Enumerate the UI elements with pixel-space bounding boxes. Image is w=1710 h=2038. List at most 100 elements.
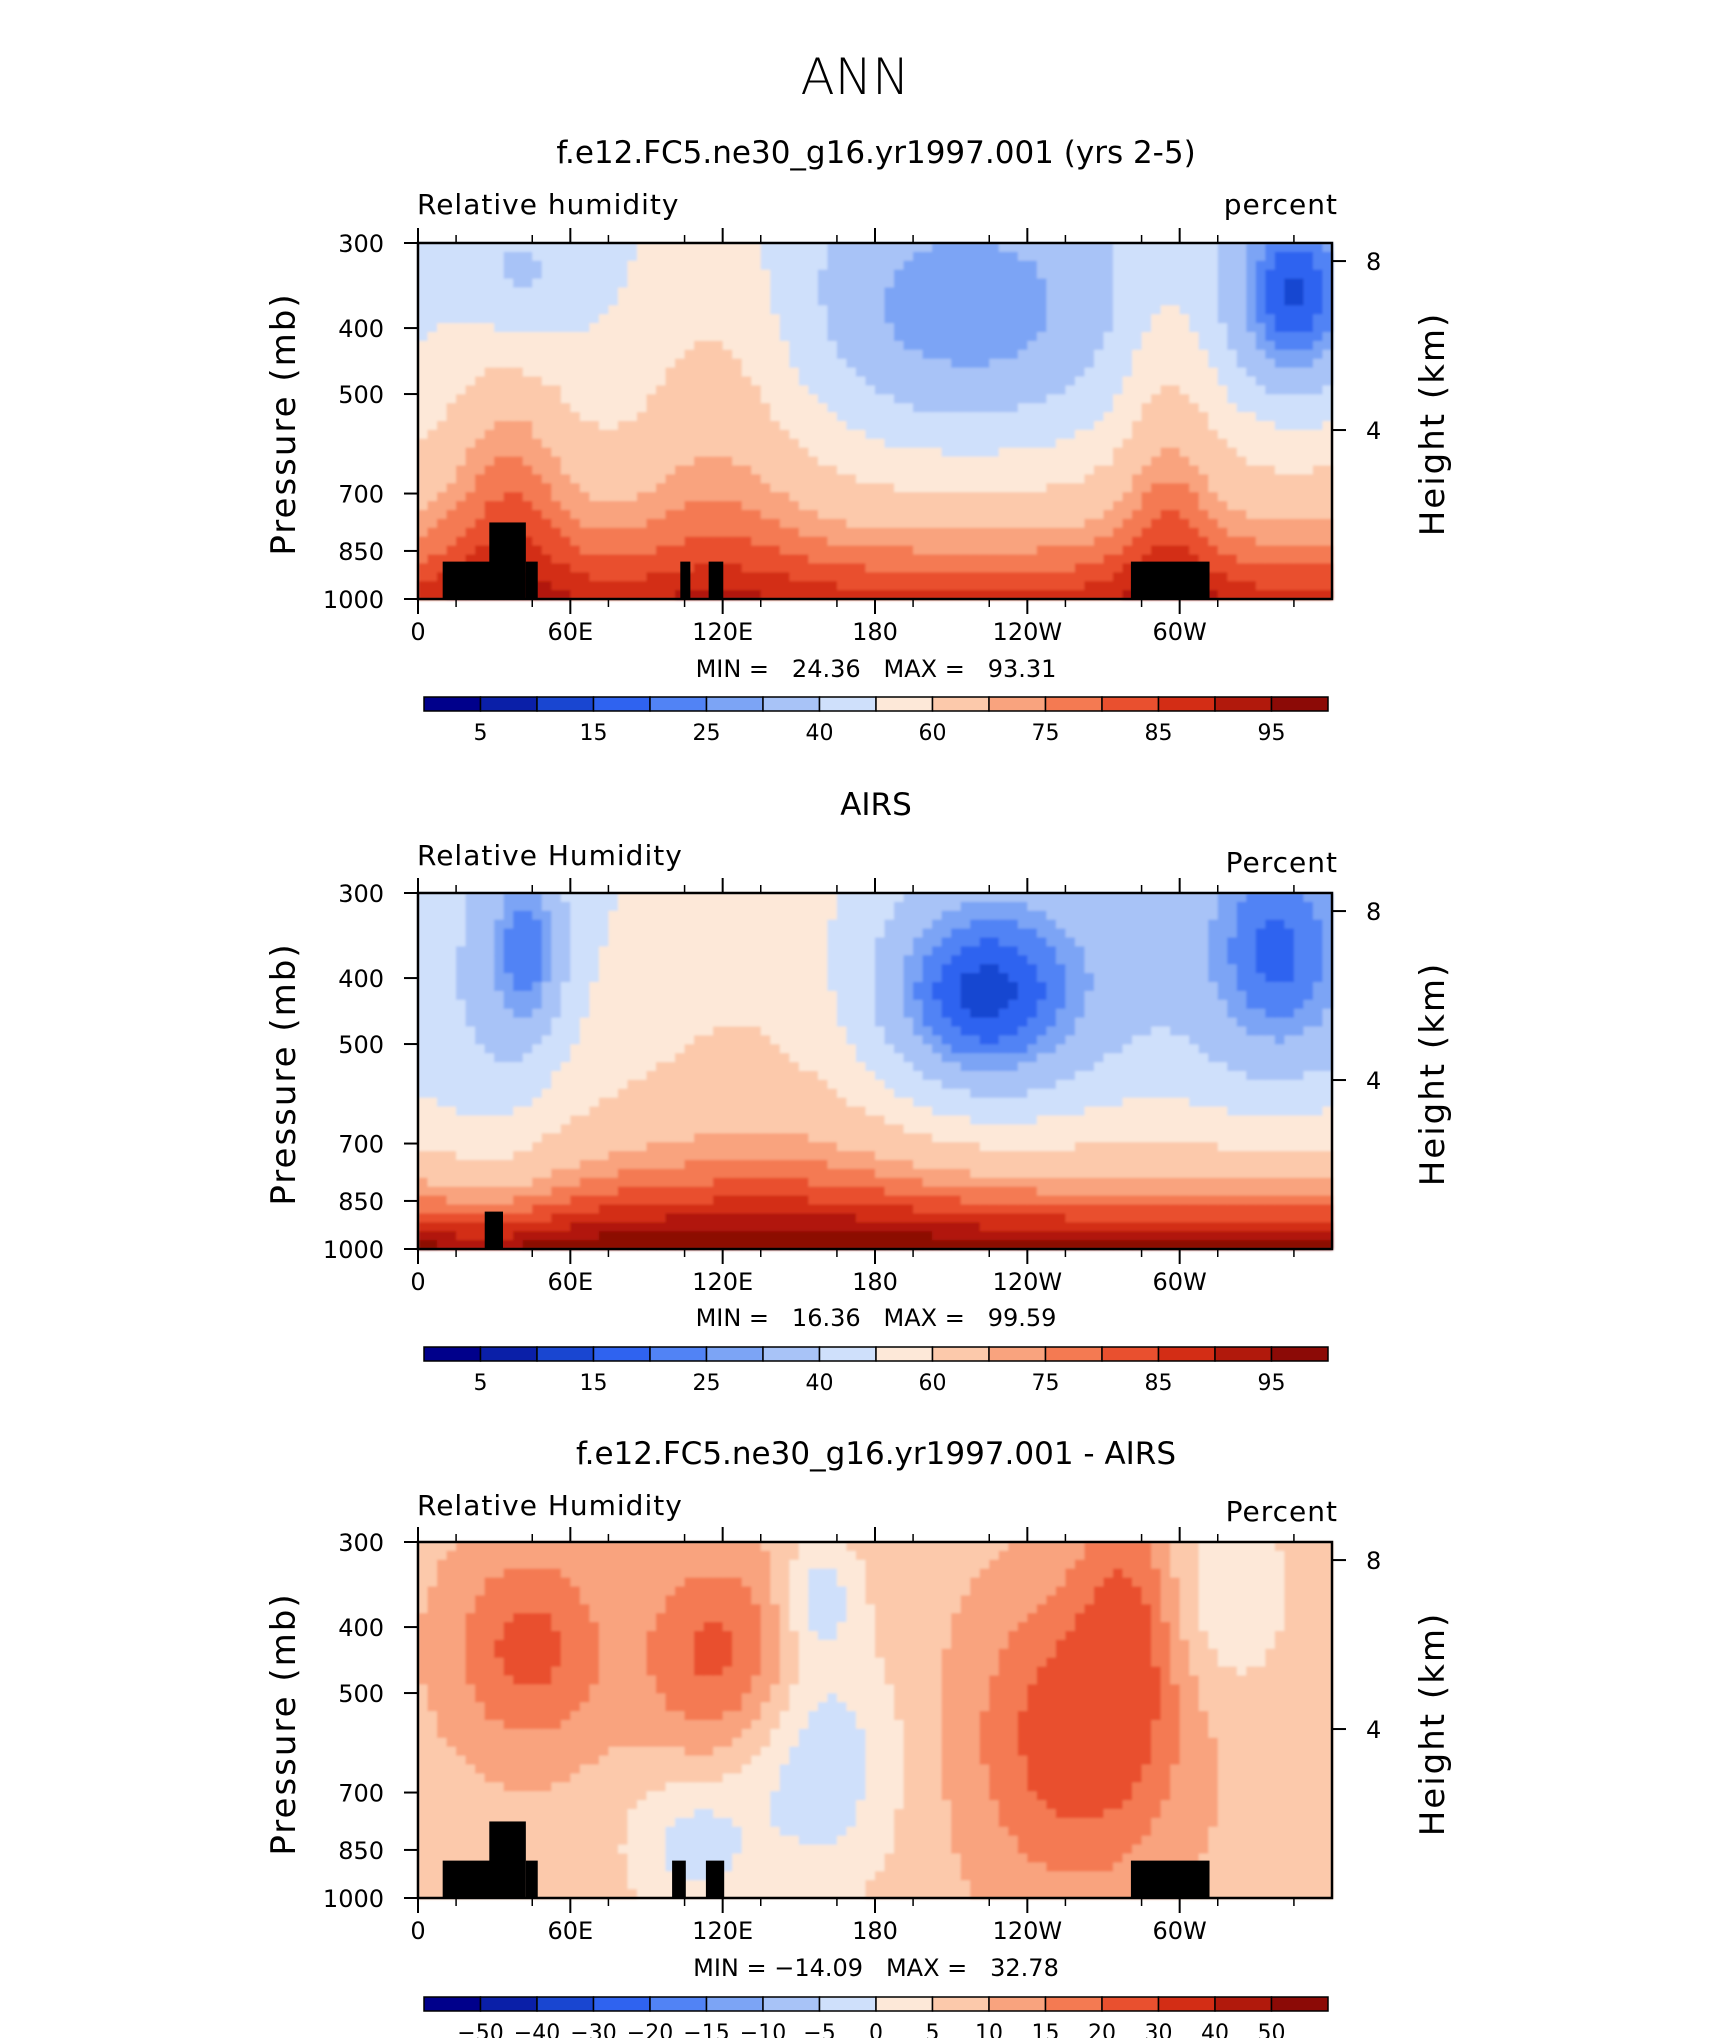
contour-cell [1284,536,1295,547]
contour-cell [913,474,924,485]
contour-cell [541,510,553,520]
contour-cell [446,287,457,298]
contour-cell [522,394,534,404]
contour-cell [636,385,648,396]
contour-cell [913,412,924,422]
contour-cell [675,518,686,529]
contour-cell [1113,323,1124,333]
contour-cell [884,349,895,360]
contour-cell [589,1115,600,1126]
contour-cell [798,269,810,280]
contour-cell [855,287,867,298]
contour-cell [551,990,562,1001]
contour-cell [951,278,962,289]
contour-cell [1170,278,1181,289]
contour-cell [589,483,600,493]
contour-cell [989,421,1000,431]
contour-cell [779,367,791,378]
contour-cell [475,269,486,280]
contour-cell [913,545,924,556]
contour-cell [1113,527,1124,538]
contour-cell [503,1106,515,1117]
contour-cell [703,376,714,387]
contour-cell [522,1079,534,1090]
contour-cell [418,964,429,974]
contour-cell [951,260,962,271]
contour-cell [579,955,591,965]
contour-cell [437,1168,448,1179]
contour-cell [1036,474,1048,485]
contour-cell [427,243,438,253]
contour-cell [1074,554,1086,565]
contour-cell [722,305,733,315]
contour-cell [817,243,829,253]
contour-cell [456,1026,467,1037]
contour-cell [1198,429,1210,440]
contour-cell [1046,394,1057,404]
contour-cell [484,1124,495,1135]
contour-cell [789,581,800,591]
contour-cell [998,243,1010,253]
contour-cell [1074,536,1086,547]
contour-cell [475,1026,486,1037]
contour-cell [1093,465,1105,476]
contour-cell [532,385,543,396]
contour-cell [1093,296,1105,307]
contour-cell [427,421,438,431]
contour-cell [503,376,515,387]
contour-cell [570,278,581,289]
contour-cell [798,412,810,422]
contour-cell [770,465,781,476]
contour-cell [913,536,924,547]
contour-cell [1027,474,1038,485]
contour-cell [817,385,829,396]
contour-cell [465,340,476,351]
contour-cell [627,973,638,983]
contour-cell [1284,305,1295,315]
contour-cell [608,323,619,333]
contour-cell [494,1168,505,1179]
contour-cell [636,340,648,351]
contour-cell [656,1017,667,1028]
contour-cell [636,919,648,930]
contour-cell [1122,269,1133,280]
contour-cell [465,243,476,253]
contour-cell [694,394,705,404]
contour-cell [1027,492,1038,502]
contour-cell [1074,527,1086,538]
contour-cell [970,536,981,547]
contour-cell [598,1240,610,1250]
contour-cell [808,518,819,529]
contour-cell [656,937,667,948]
contour-cell [903,358,914,369]
contour-cell [617,1160,629,1170]
contour-cell [418,483,429,493]
contour-cell [903,518,914,529]
contour-cell [1008,394,1019,404]
contour-cell [1198,305,1210,315]
contour-cell [598,1142,610,1152]
contour-cell [1293,287,1305,298]
contour-cell [456,447,467,458]
contour-cell [418,287,429,298]
contour-cell [798,572,810,582]
contour-cell [722,287,733,298]
chart-0: 0 60E 120E 180 120W 60W3004005007008501000845… [323,228,1381,746]
contour-cell [798,590,810,600]
contour-cell [1036,305,1048,315]
contour-cell [960,314,972,324]
contour-cell [551,367,562,378]
contour-cell [970,447,981,458]
contour-cell [1017,429,1029,440]
contour-cell [541,1008,553,1019]
contour-cell [646,385,657,396]
contour-cell [722,438,733,449]
contour-cell [579,1231,591,1241]
contour-cell [941,287,952,298]
contour-cell [456,394,467,404]
contour-cell [551,421,562,431]
contour-cell [532,1195,543,1206]
contour-cell [636,1133,648,1143]
contour-cell [513,243,524,253]
contour-cell [1293,492,1305,502]
